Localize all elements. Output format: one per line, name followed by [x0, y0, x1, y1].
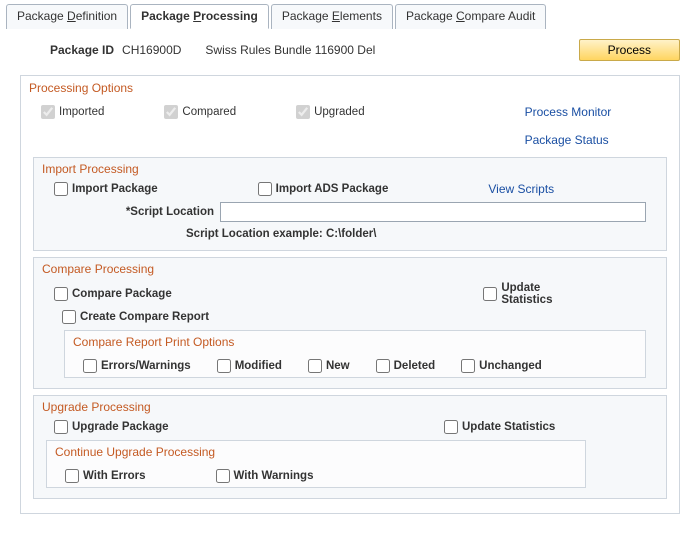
compared-checkbox-input [164, 105, 178, 119]
compare-processing-title: Compare Processing [34, 258, 666, 280]
header-row: Package ID CH16900D Swiss Rules Bundle 1… [0, 29, 700, 69]
view-scripts-link[interactable]: View Scripts [488, 182, 554, 196]
compare-report-print-options-title: Compare Report Print Options [65, 331, 645, 353]
script-location-input[interactable] [220, 202, 646, 222]
upgrade-processing-section: Upgrade Processing Upgrade Package Updat… [33, 395, 667, 499]
tab-package-definition[interactable]: Package Definition [6, 4, 128, 29]
compare-package-checkbox[interactable]: Compare Package [54, 287, 431, 301]
import-processing-section: Import Processing Import Package Import … [33, 157, 667, 251]
upgrade-package-checkbox-input[interactable] [54, 420, 68, 434]
compared-checkbox: Compared [164, 105, 236, 119]
compare-update-stats-checkbox-input[interactable] [483, 287, 497, 301]
continue-upgrade-processing: Continue Upgrade Processing With Errors … [46, 440, 586, 488]
compare-update-stats-checkbox[interactable]: Update Statistics [483, 282, 594, 306]
continue-upgrade-title: Continue Upgrade Processing [47, 441, 585, 463]
imported-checkbox-input [41, 105, 55, 119]
process-button[interactable]: Process [579, 39, 680, 61]
import-ads-checkbox[interactable]: Import ADS Package [258, 182, 389, 196]
script-location-example: Script Location example: C:\folder\ [34, 226, 666, 244]
with-errors-checkbox[interactable]: With Errors [65, 469, 146, 483]
tab-package-elements[interactable]: Package Elements [271, 4, 393, 29]
package-desc: Swiss Rules Bundle 116900 Del [205, 43, 578, 57]
imported-checkbox: Imported [41, 105, 104, 119]
upgrade-update-stats-checkbox-input[interactable] [444, 420, 458, 434]
package-id-label: Package ID [50, 43, 114, 57]
compare-processing-section: Compare Processing Compare Package Updat… [33, 257, 667, 389]
upgrade-package-checkbox[interactable]: Upgrade Package [54, 420, 404, 434]
create-compare-report-checkbox-input[interactable] [62, 310, 76, 324]
import-ads-checkbox-input[interactable] [258, 182, 272, 196]
upgraded-checkbox-input [296, 105, 310, 119]
package-status-link[interactable]: Package Status [525, 133, 612, 147]
upgraded-checkbox: Upgraded [296, 105, 365, 119]
import-processing-title: Import Processing [34, 158, 666, 180]
import-package-checkbox-input[interactable] [54, 182, 68, 196]
process-monitor-link[interactable]: Process Monitor [525, 105, 612, 119]
script-location-label: *Script Location [54, 206, 214, 218]
upgrade-processing-title: Upgrade Processing [34, 396, 666, 418]
unchanged-checkbox[interactable]: Unchanged [461, 359, 542, 373]
processing-options-section: Processing Options Imported Compared Upg… [20, 75, 680, 514]
package-id-value: CH16900D [122, 43, 181, 57]
upgrade-update-stats-checkbox[interactable]: Update Statistics [444, 420, 555, 434]
import-package-checkbox[interactable]: Import Package [54, 182, 158, 196]
compare-package-checkbox-input[interactable] [54, 287, 68, 301]
tab-package-compare-audit[interactable]: Package Compare Audit [395, 4, 546, 29]
with-warnings-checkbox[interactable]: With Warnings [216, 469, 314, 483]
compare-report-print-options: Compare Report Print Options Errors/Warn… [64, 330, 646, 378]
create-compare-report-checkbox[interactable]: Create Compare Report [62, 310, 209, 324]
deleted-checkbox[interactable]: Deleted [376, 359, 436, 373]
modified-checkbox[interactable]: Modified [217, 359, 282, 373]
tab-package-processing[interactable]: Package Processing [130, 4, 269, 29]
tab-bar: Package Definition Package Processing Pa… [0, 0, 700, 29]
new-checkbox[interactable]: New [308, 359, 350, 373]
processing-options-title: Processing Options [21, 76, 679, 101]
errors-warnings-checkbox[interactable]: Errors/Warnings [83, 359, 191, 373]
